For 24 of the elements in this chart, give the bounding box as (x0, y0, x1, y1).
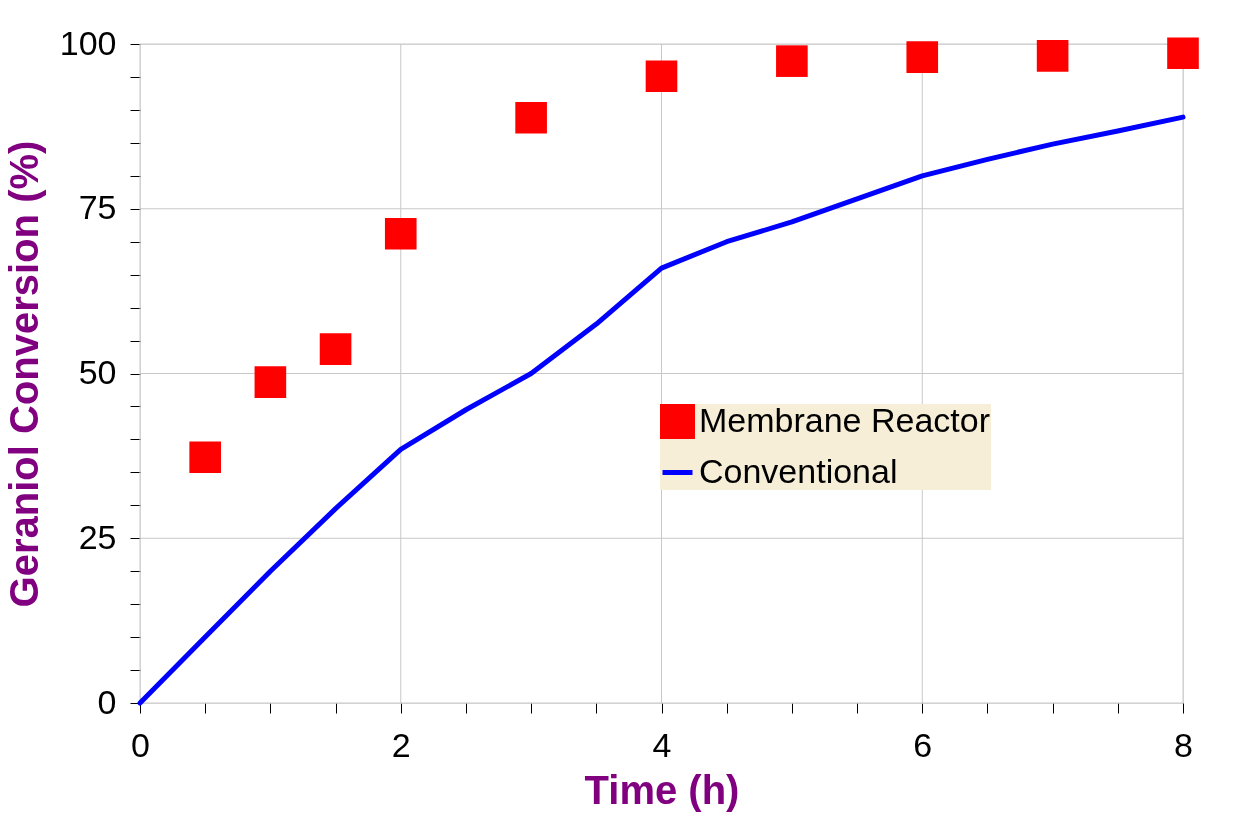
x-tick-label: 6 (913, 725, 933, 764)
x-tick-label: 8 (1174, 725, 1193, 764)
y-axis-title: Geraniol Conversion (%) (1, 140, 46, 608)
x-tick-label: 0 (131, 725, 150, 764)
y-tick-label: 75 (78, 188, 117, 227)
legend-label: Membrane Reactor (699, 400, 991, 439)
point (776, 45, 808, 77)
y-tick-label: 0 (97, 682, 117, 721)
point (1036, 40, 1069, 72)
point (645, 60, 678, 93)
y-tick-label: 100 (59, 23, 117, 62)
point (906, 41, 939, 73)
y-tick-label: 50 (78, 353, 117, 391)
point (1167, 37, 1199, 70)
x-tick-label: 4 (652, 725, 672, 764)
x-tick-label: 2 (391, 725, 411, 764)
legend-label: Conventional (699, 451, 898, 490)
x-axis-title: Time (h) (584, 767, 740, 812)
point (515, 102, 547, 134)
y-tick-label: 25 (78, 517, 117, 556)
point (189, 441, 221, 473)
point (319, 333, 352, 365)
point (384, 217, 417, 250)
point (254, 366, 287, 398)
